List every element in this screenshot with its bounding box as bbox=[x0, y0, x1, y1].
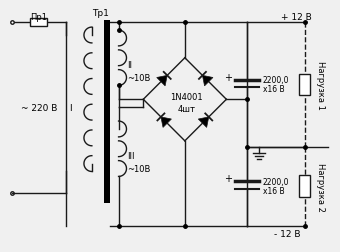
Text: +: + bbox=[224, 72, 232, 82]
Bar bbox=[299, 176, 310, 197]
Text: II: II bbox=[128, 61, 133, 70]
Text: Тр1: Тр1 bbox=[92, 9, 109, 18]
Text: - 12 В: - 12 В bbox=[274, 229, 300, 238]
Text: Нагрузка 1: Нагрузка 1 bbox=[316, 61, 325, 109]
Text: 2200,0: 2200,0 bbox=[263, 177, 289, 186]
Text: 4шт: 4шт bbox=[178, 104, 196, 113]
Bar bbox=[30, 19, 47, 27]
Bar bbox=[104, 21, 110, 203]
Text: I: I bbox=[69, 103, 72, 112]
Polygon shape bbox=[157, 76, 167, 86]
Text: x16 В: x16 В bbox=[263, 85, 285, 93]
Text: 1N4001: 1N4001 bbox=[170, 92, 203, 101]
Text: ~10В: ~10В bbox=[128, 74, 151, 83]
Text: ~10В: ~10В bbox=[128, 164, 151, 173]
Polygon shape bbox=[198, 117, 209, 128]
Polygon shape bbox=[161, 117, 171, 128]
Text: 2200,0: 2200,0 bbox=[263, 76, 289, 85]
Bar bbox=[299, 74, 310, 96]
Text: ~ 220 В: ~ 220 В bbox=[21, 103, 58, 112]
Polygon shape bbox=[202, 76, 213, 86]
Text: Нагрузка 2: Нагрузка 2 bbox=[316, 162, 325, 211]
Text: + 12 В: + 12 В bbox=[281, 13, 311, 22]
Text: +: + bbox=[224, 174, 232, 184]
Text: x16 В: x16 В bbox=[263, 186, 285, 195]
Text: Пр1: Пр1 bbox=[30, 13, 47, 22]
Text: III: III bbox=[128, 151, 135, 161]
